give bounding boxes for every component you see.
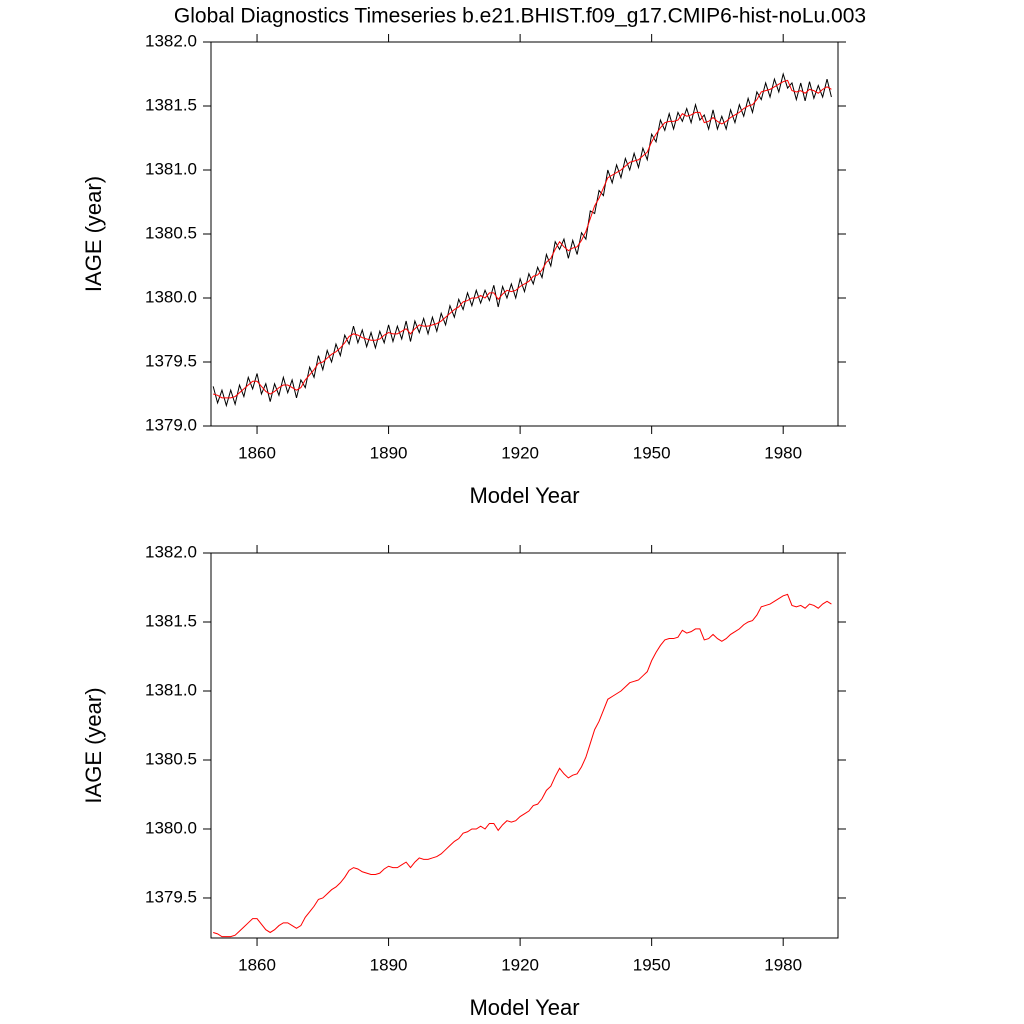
plot-frame [210,552,839,939]
series-line [213,79,832,399]
y-tick-label: 1380.0 [145,287,197,306]
x-tick-label: 1860 [238,955,276,974]
y-tick-label: 1382.0 [145,542,197,561]
x-tick-label: 1920 [501,443,539,462]
y-tick-label: 1381.0 [145,680,197,699]
chart-title: Global Diagnostics Timeseries b.e21.BHIS… [174,5,866,28]
y-tick-label: 1382.0 [145,31,197,50]
x-tick-label: 1920 [501,955,539,974]
x-tick-label: 1980 [764,955,802,974]
y-tick-label: 1381.0 [145,159,197,178]
x-tick-label: 1980 [764,443,802,462]
y-axis-label: IAGE (year) [81,176,106,292]
y-tick-label: 1381.5 [145,95,197,114]
series-line [212,72,832,408]
y-axis-label: IAGE (year) [81,687,106,803]
y-tick-label: 1380.5 [145,223,197,242]
y-tick-label: 1380.5 [145,749,197,768]
y-tick-label: 1381.5 [145,611,197,630]
x-axis-label: Model Year [469,995,579,1020]
x-tick-label: 1860 [238,443,276,462]
x-tick-label: 1890 [370,443,408,462]
plot-frame [210,41,839,427]
x-tick-label: 1950 [633,443,671,462]
y-tick-label: 1379.5 [145,351,197,370]
x-axis-label: Model Year [469,483,579,508]
series-line [213,593,832,938]
x-tick-label: 1950 [633,955,671,974]
y-tick-label: 1379.0 [145,415,197,434]
y-tick-label: 1379.5 [145,887,197,906]
y-tick-label: 1380.0 [145,818,197,837]
x-tick-label: 1890 [370,955,408,974]
